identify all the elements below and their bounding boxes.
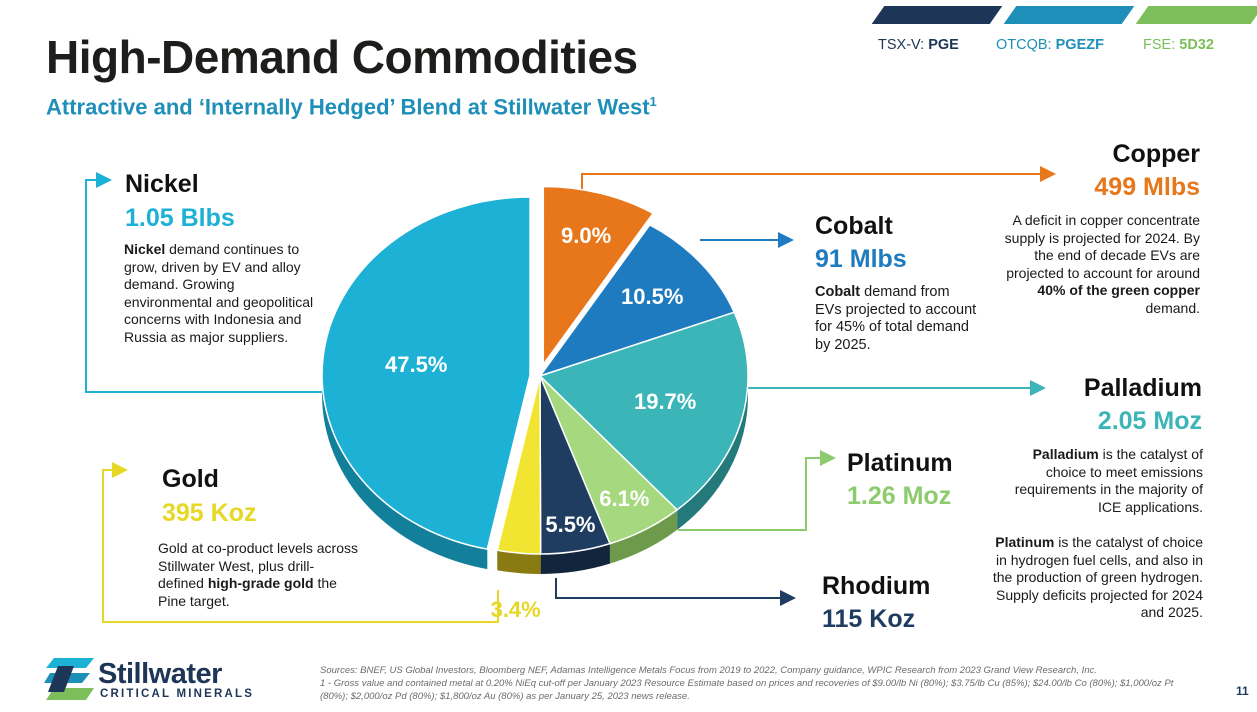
pie-label-layer: 9.0% 10.5% 19.7% 6.1% 5.5% 3.4% 47.5% [300, 180, 780, 622]
page-subtitle: Attractive and ‘Internally Hedged’ Blend… [46, 94, 657, 120]
palladium-value: 2.05 Moz [1097, 407, 1202, 435]
pie-side-platinum [609, 509, 678, 564]
gold-connector [102, 462, 499, 623]
rhodium-name: Rhodium [822, 572, 931, 600]
rhodium-value: 115 Koz [822, 605, 916, 633]
page-title: High-Demand Commodities [46, 31, 638, 83]
pie-label-cobalt: 10.5% [621, 283, 684, 309]
platinum-value: 1.26 Moz [847, 482, 952, 510]
ticker-tsxv: TSX-V: PGE [878, 37, 959, 53]
pie-label-palladium: 19.7% [633, 389, 697, 415]
pie-side-gold [497, 550, 541, 574]
pie-slice-copper [542, 185, 655, 367]
commodity-pie-chart [321, 185, 749, 574]
pie-label-platinum: 6.1% [599, 485, 650, 511]
palladium-description: Palladium is the catalyst of choice to m… [1014, 446, 1203, 515]
logo-tagline: CRITICAL MINERALS [100, 688, 255, 700]
gold-value: 395 Koz [162, 499, 257, 527]
cobalt-name: Cobalt [815, 212, 893, 240]
gold-name: Gold [162, 465, 219, 493]
pie-label-copper: 9.0% [561, 223, 612, 249]
pie-label-rhodium: 5.5% [545, 512, 596, 538]
platinum-description: Platinum is the catalyst of choice in hy… [992, 534, 1203, 620]
pie-slice-gold [496, 375, 542, 555]
pie-slice-nickel [321, 196, 531, 551]
nickel-connector [85, 172, 332, 393]
platinum-name: Platinum [847, 449, 953, 477]
pie-slice-cobalt [538, 223, 736, 378]
nickel-description: Nickel demand continues to grow, driven … [124, 241, 314, 345]
cobalt-description: Cobalt demand from EVs projected to acco… [815, 284, 977, 353]
pie-label-nickel: 47.5% [385, 351, 448, 377]
logo-wordmark: Stillwater [98, 658, 222, 690]
copper-name: Copper [1112, 140, 1201, 168]
cobalt-value: 91 Mlbs [815, 245, 907, 273]
page-number: 11 [1236, 684, 1249, 698]
gold-description: Gold at co-product levels across Stillwa… [158, 540, 358, 609]
nickel-name: Nickel [125, 170, 199, 198]
rhodium-connector [555, 578, 796, 606]
platinum-connector [678, 450, 836, 531]
palladium-name: Palladium [1083, 374, 1202, 402]
pie-slice-palladium [538, 311, 749, 511]
copper-value: 499 Mlbs [1094, 173, 1200, 201]
pie-side-rhodium [540, 543, 610, 574]
sources-footnote: Sources: BNEF, US Global Investors, Bloo… [320, 665, 1174, 702]
ticker-otcqb: OTCQB: PGEZF [996, 37, 1104, 53]
pie-label-gold: 3.4% [490, 596, 541, 622]
ticker-fse: FSE: 5D32 [1143, 37, 1214, 53]
nickel-value: 1.05 Blbs [125, 204, 235, 232]
stillwater-logo-icon [44, 658, 94, 700]
pie-side-palladium [677, 376, 748, 530]
copper-description: A deficit in copper concentrate supply i… [1004, 212, 1200, 316]
